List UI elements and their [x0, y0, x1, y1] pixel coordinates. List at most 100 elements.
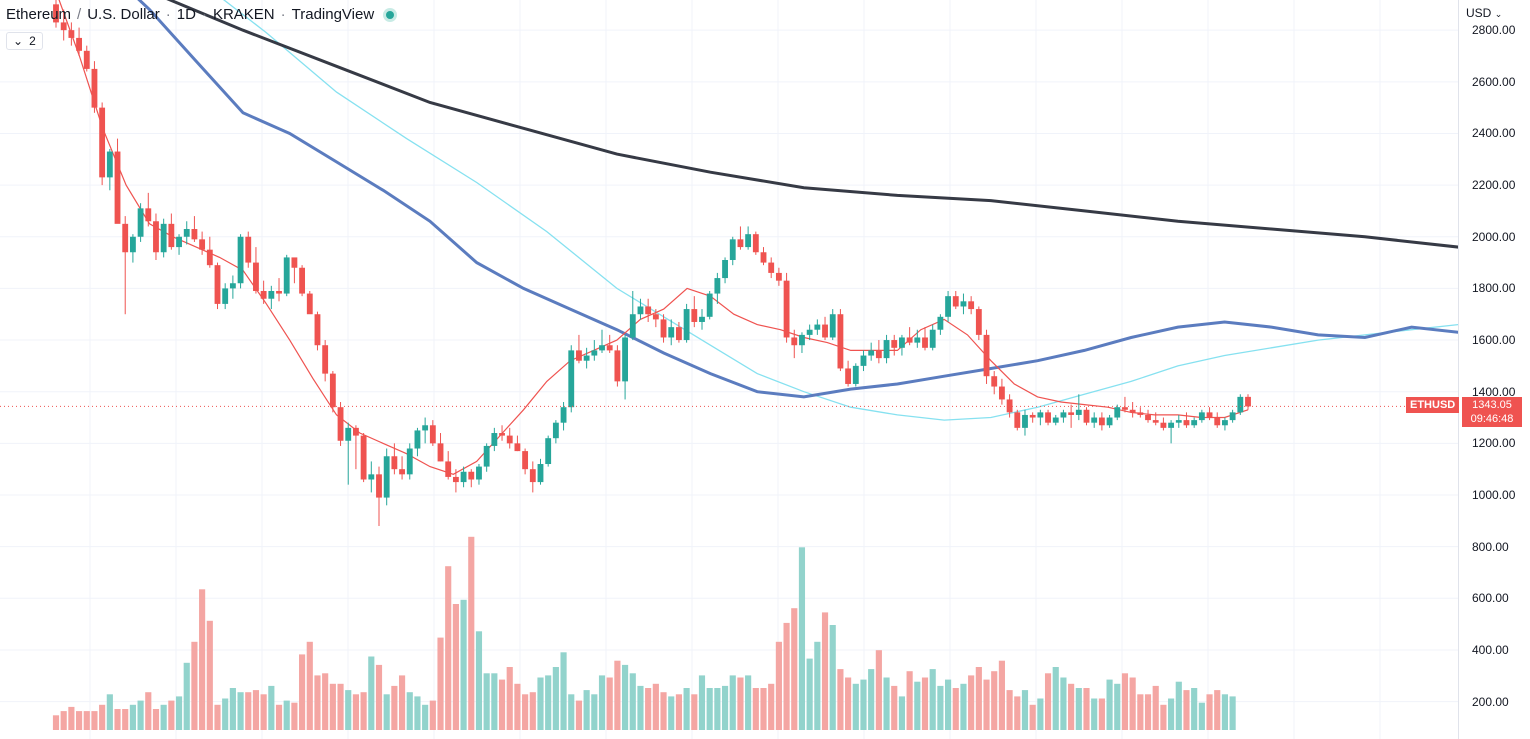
volume-bar — [1014, 696, 1021, 730]
candle-body — [1137, 412, 1144, 415]
candle-body — [998, 386, 1005, 400]
volume-bar — [1068, 683, 1075, 730]
price-tick-label: 2000.00 — [1472, 229, 1516, 244]
candle-body — [1183, 420, 1190, 426]
candle-body — [1191, 420, 1198, 426]
volume-bar — [52, 715, 60, 730]
volume-bar — [75, 711, 83, 730]
price-tick-label: 400.00 — [1472, 642, 1509, 657]
volume-bar — [475, 631, 483, 730]
volume-bar — [1183, 690, 1190, 730]
candle-body — [468, 471, 475, 480]
volume-bar — [875, 650, 882, 730]
indicators-toggle-button[interactable]: ⌄ 2 — [6, 32, 43, 50]
volume-bar — [837, 669, 844, 730]
candle-body — [714, 278, 721, 294]
candle-body — [422, 425, 429, 431]
volume-bar — [337, 683, 344, 730]
separator-dot: · — [280, 6, 286, 23]
candle-body — [729, 239, 736, 260]
candle-body — [437, 443, 444, 462]
candle-body — [875, 350, 882, 359]
last-price-label: 1343.05 09:46:48 — [1462, 397, 1522, 428]
candle-body — [306, 293, 313, 315]
candle-body — [652, 314, 659, 320]
volume-bar — [91, 711, 98, 730]
volume-bar — [322, 673, 329, 730]
volume-bar — [122, 709, 129, 730]
candle-body — [706, 293, 713, 317]
volume-bar — [845, 677, 852, 730]
volume-bar — [1198, 702, 1205, 730]
candle-body — [406, 448, 413, 475]
candle-body — [960, 301, 967, 307]
candle-body — [1022, 414, 1028, 428]
volume-bar — [1144, 694, 1152, 730]
candle-body — [791, 337, 798, 346]
volume-bar — [545, 675, 552, 730]
volume-bar — [1044, 673, 1052, 730]
volume-bar — [898, 696, 906, 730]
candle-body — [668, 327, 675, 338]
candle-body — [1060, 412, 1067, 418]
candle-body — [1229, 412, 1236, 421]
volume-bar — [698, 675, 706, 730]
volume-bar — [668, 696, 675, 730]
price-tick-label: 2200.00 — [1472, 178, 1516, 193]
candle-body — [568, 350, 575, 408]
candle-body — [783, 280, 790, 338]
candle-body — [183, 229, 190, 237]
price-tick-label: 800.00 — [1472, 539, 1509, 554]
volume-bar — [522, 694, 529, 730]
plot-canvas[interactable] — [0, 0, 1458, 739]
volume-bar — [921, 677, 929, 730]
candle-body — [929, 329, 936, 348]
candle-body — [91, 68, 98, 108]
volume-bar — [222, 698, 229, 730]
volume-bar — [114, 709, 121, 730]
volume-bar — [929, 669, 936, 730]
symbol-name[interactable]: Ethereum — [6, 6, 72, 23]
candle-body — [622, 337, 629, 382]
volume-bar — [975, 667, 982, 730]
candle-body — [1245, 396, 1251, 407]
candle-body — [376, 474, 382, 498]
candle-body — [799, 334, 805, 346]
volume-bar — [175, 696, 183, 730]
candle-body — [860, 355, 867, 366]
candle-body — [99, 107, 106, 178]
candle-body — [299, 267, 306, 294]
symbol-price-tag: ETHUSD — [1406, 397, 1460, 414]
candle-body — [1052, 417, 1059, 423]
candle-body — [360, 435, 367, 480]
volume-bar — [491, 673, 498, 730]
volume-bar — [1168, 698, 1175, 730]
volume-bar — [99, 704, 106, 730]
candle-body — [945, 296, 951, 317]
volume-bar — [1191, 688, 1198, 730]
volume-bar — [1214, 690, 1221, 730]
candle-body — [1075, 409, 1082, 415]
volume-bar — [60, 711, 67, 730]
candle-body — [153, 221, 159, 253]
volume-bar — [252, 690, 260, 730]
candle-body — [506, 435, 513, 444]
currency-selector[interactable]: USD ⌄ — [1466, 6, 1502, 20]
candle-body — [922, 337, 928, 348]
volume-bar — [1206, 694, 1213, 730]
candle-body — [322, 345, 329, 374]
volume-bar — [883, 677, 890, 730]
chevron-down-icon: ⌄ — [13, 34, 24, 48]
volume-bar — [129, 704, 136, 730]
volume-bar — [383, 694, 390, 730]
candle-body — [968, 301, 975, 310]
candle-body — [991, 376, 998, 387]
volume-bar — [721, 685, 729, 730]
candle-body — [222, 288, 229, 304]
market-open-icon — [386, 10, 395, 19]
candle-body — [76, 37, 82, 51]
interval-label[interactable]: 1D — [176, 6, 196, 23]
candle-body — [145, 208, 152, 222]
candle-body — [414, 430, 421, 449]
